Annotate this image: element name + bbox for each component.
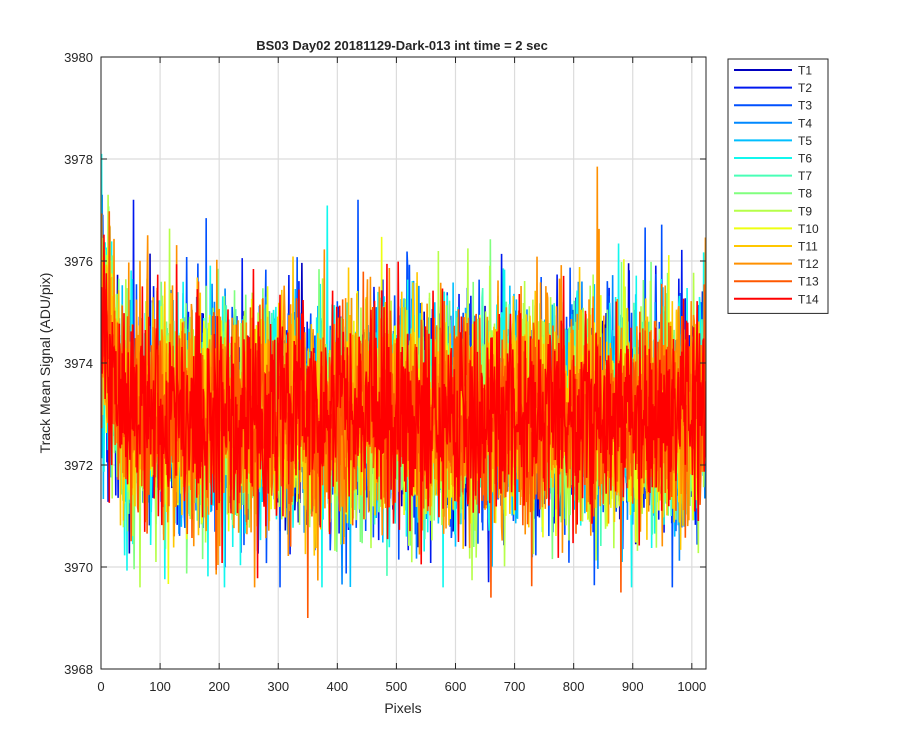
x-tick-label: 0 xyxy=(97,679,104,694)
legend-label-t2: T2 xyxy=(798,81,812,95)
legend-label-t3: T3 xyxy=(798,99,812,113)
chart-title: BS03 Day02 20181129-Dark-013 int time = … xyxy=(256,38,548,53)
x-tick-label: 600 xyxy=(445,679,467,694)
x-tick-label: 400 xyxy=(326,679,348,694)
y-axis-label: Track Mean Signal (ADU/pix) xyxy=(37,273,53,454)
x-tick-label: 100 xyxy=(149,679,171,694)
plot-series-group xyxy=(101,153,706,619)
legend-label-t4: T4 xyxy=(798,116,812,130)
y-tick-label: 3970 xyxy=(64,560,93,575)
x-tick-label: 200 xyxy=(208,679,230,694)
y-tick-label: 3968 xyxy=(64,662,93,677)
x-tick-label: 900 xyxy=(622,679,644,694)
x-tick-label: 300 xyxy=(267,679,289,694)
legend-label-t10: T10 xyxy=(798,222,819,236)
legend-label-t6: T6 xyxy=(798,152,812,166)
x-tick-label: 1000 xyxy=(677,679,706,694)
series-line-t14 xyxy=(101,234,706,579)
y-tick-label: 3976 xyxy=(64,254,93,269)
legend-label-t7: T7 xyxy=(798,169,812,183)
legend-label-t14: T14 xyxy=(798,292,819,306)
legend-label-t5: T5 xyxy=(798,134,812,148)
legend-label-t1: T1 xyxy=(798,64,812,78)
y-tick-label: 3974 xyxy=(64,356,93,371)
y-tick-label: 3978 xyxy=(64,152,93,167)
x-tick-label: 800 xyxy=(563,679,585,694)
legend-label-t13: T13 xyxy=(798,275,819,289)
axes-ticks: 0 100 200 300 400 500 600 700 800 900 1000 3968 3970… xyxy=(64,50,706,694)
legend: T1 T2 T3 T4 T5 T6 T7 T8 T9 T10 T11 T12 T13 T14 xyxy=(727,58,829,314)
y-tick-label: 3972 xyxy=(64,458,93,473)
y-tick-label: 3980 xyxy=(64,50,93,65)
legend-label-t12: T12 xyxy=(798,257,819,271)
legend-box xyxy=(727,58,829,314)
legend-label-t11: T11 xyxy=(798,240,818,254)
legend-label-t9: T9 xyxy=(798,204,812,218)
x-axis-label: Pixels xyxy=(384,700,421,716)
x-tick-label: 700 xyxy=(504,679,526,694)
legend-label-t8: T8 xyxy=(798,187,812,201)
x-tick-label: 500 xyxy=(386,679,408,694)
